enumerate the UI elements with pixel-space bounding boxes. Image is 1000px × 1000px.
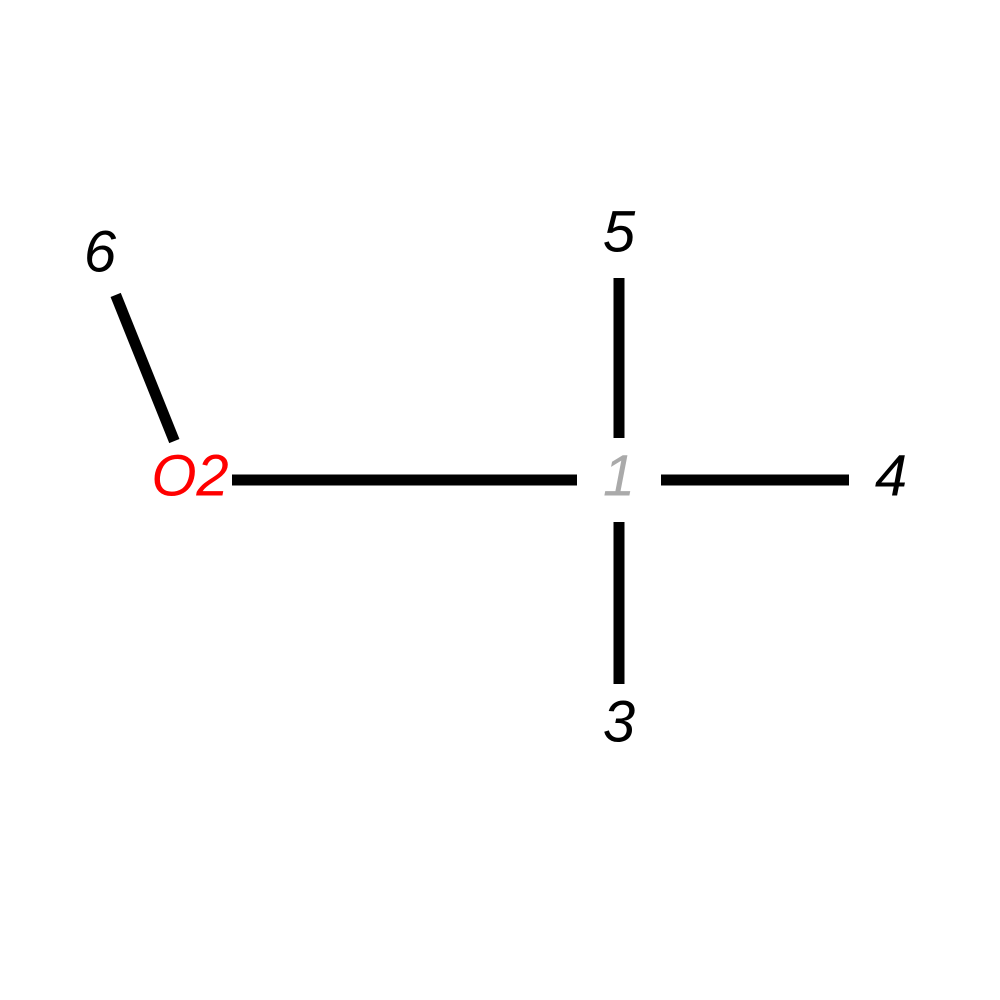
atom-label: 6 <box>84 219 117 284</box>
bond <box>116 295 175 441</box>
atom-label: 4 <box>875 443 907 508</box>
atom-label: 5 <box>603 199 636 264</box>
atom-label: O2 <box>151 443 228 508</box>
molecule-diagram: 1 O2 3 4 5 6 <box>0 0 975 975</box>
atom-label: 3 <box>603 689 635 754</box>
atom-label: 1 <box>603 443 635 508</box>
